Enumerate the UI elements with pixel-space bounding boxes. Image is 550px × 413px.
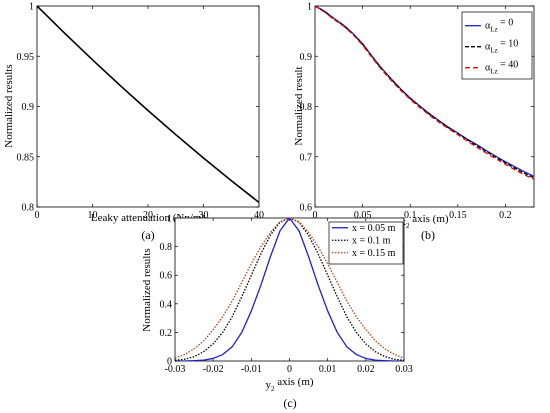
panel-b: 00.050.10.150.20.60.70.80.91x2 axis (m)N… (293, 2, 535, 242)
x-axis-label-c-main: y (265, 379, 271, 391)
x-tick-label-a: 0 (35, 210, 40, 221)
y-tick-label-b: 0.9 (300, 52, 313, 63)
panel-c: -0.03 -0.02 -0.01 0 0.01 0.02 0.03 0 0.2 0.4 0.6 0.… (141, 214, 413, 411)
y-tick-label-a: 0.8 (22, 203, 35, 214)
y-tick-label-a: 1 (29, 2, 34, 13)
legend-label-b-2-sub: Lz (490, 68, 497, 76)
legend-label-c-1: x = 0.1 m (352, 235, 391, 246)
x-axis-label-b-rest: axis (m) (409, 213, 448, 225)
caption-c: (c) (283, 396, 296, 410)
x-tick-label-b: 0.15 (449, 210, 467, 221)
legend-label-b-2-rest: = 40 (498, 60, 519, 71)
legend-label-b-1: αLz = 10 (485, 39, 518, 55)
x-tick-label-b: 0.2 (499, 210, 512, 221)
y-tick-label-a: 0.9 (22, 102, 35, 113)
x-tick-label-c: 0.01 (319, 364, 337, 375)
x-tick-label-b: 0 (313, 210, 318, 221)
legend-label-b-1-sub: Lz (490, 47, 497, 55)
y-tick-label-b: 0.8 (300, 102, 313, 113)
legend-label-b-0-rest: = 0 (498, 18, 514, 29)
x-tick-label-c: -0.01 (241, 364, 262, 375)
legend-label-c-0: x = 0.05 m (352, 223, 396, 234)
y-tick-label-c: 0.4 (160, 299, 173, 310)
y-tick-label-a: 0.85 (17, 152, 35, 163)
x-tick-label-c: 0 (287, 364, 292, 375)
legend-c: x = 0.05 mx = 0.1 m x = 0.15 m (328, 221, 404, 265)
x-tick-label-a: 40 (254, 210, 264, 221)
legend-label-b-0-main: α (485, 21, 491, 32)
caption-b: (b) (421, 228, 435, 242)
y-tick-label-c: 1 (167, 214, 172, 225)
legend-box-c (328, 221, 404, 265)
y-axis-label-a: Normalized results (3, 64, 15, 147)
x-axis-label-c-sub: 2 (271, 385, 275, 393)
y-tick-label-c: 0.8 (160, 242, 173, 253)
legend-label-b-2: αLz = 40 (485, 60, 518, 76)
y-tick-label-c: 0.6 (160, 271, 173, 282)
legend-label-b-1-main: α (485, 42, 491, 53)
x-axis-label-c-rest: axis (m) (274, 376, 313, 388)
series-line-b-2 (315, 6, 534, 180)
x-axis-label-b-sub: 2 (406, 222, 410, 230)
x-tick-label-c: 0.02 (357, 364, 375, 375)
x-axis-label-c: y2 axis (m) (265, 376, 313, 393)
legend-label-b-2-main: α (485, 63, 491, 74)
x-tick-label-b: 0.1 (404, 210, 417, 221)
y-tick-label-a: 0.95 (17, 52, 35, 63)
y-tick-label-b: 1 (307, 2, 312, 13)
x-tick-label-a: 10 (88, 210, 98, 221)
legend-label-b-1-rest: = 10 (498, 39, 519, 50)
y-tick-label-c: 0.2 (160, 328, 173, 339)
x-tick-label-c: 0.03 (395, 364, 413, 375)
series-line-c-1 (175, 218, 404, 361)
y-axis-label-c: Normalized results (141, 248, 153, 331)
y-tick-label-c: 0 (167, 357, 172, 368)
legend-label-b-0: αLz = 0 (485, 18, 513, 34)
y-axis-label-b: Normalized result (293, 66, 305, 145)
caption-a: (a) (141, 228, 154, 242)
x-tick-label-a: 30 (199, 210, 209, 221)
series-line-c-2 (175, 218, 404, 359)
y-tick-label-b: 0.6 (300, 203, 313, 214)
series-line-a-0 (37, 6, 259, 204)
series-group-c (175, 218, 404, 361)
x-tick-label-b: 0.05 (354, 210, 372, 221)
y-tick-label-b: 0.7 (300, 152, 313, 163)
x-tick-label-c: -0.02 (203, 364, 224, 375)
series-line-b-1 (315, 6, 534, 179)
legend-label-b-0-sub: Lz (490, 26, 497, 34)
series-group-b (315, 6, 534, 180)
series-line-c-0 (175, 218, 404, 361)
legend-label-c-2: x = 0.15 m (352, 248, 396, 259)
x-tick-label-c: -0.03 (165, 364, 186, 375)
series-group-a (37, 6, 259, 204)
x-tick-label-a: 20 (143, 210, 153, 221)
